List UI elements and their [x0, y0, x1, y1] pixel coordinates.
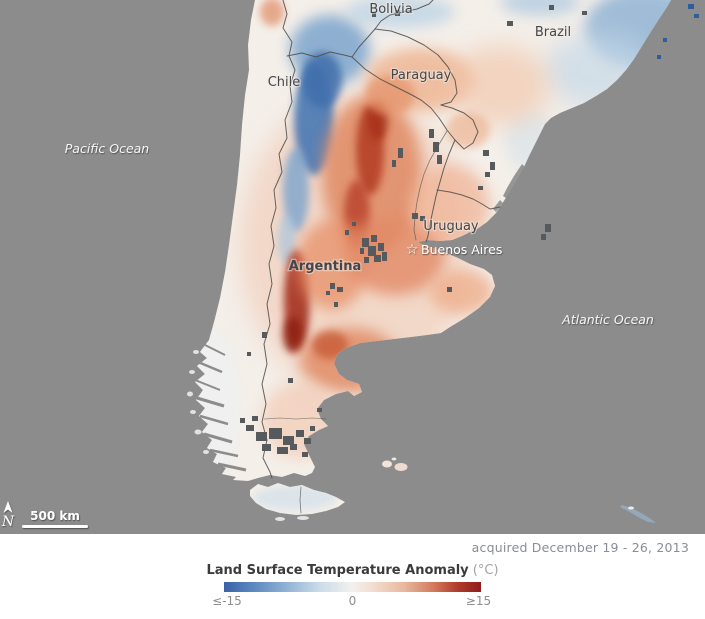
label-bolivia: Bolivia	[369, 2, 412, 17]
label-paraguay: Paraguay	[391, 68, 452, 83]
label-argentina: Argentina	[289, 259, 362, 274]
coastal-lagoon-small	[493, 200, 503, 212]
coastal-lagoon	[503, 164, 526, 198]
label-chile: Chile	[268, 75, 301, 90]
legend-title: Land Surface Temperature Anomaly (°C)	[0, 563, 705, 578]
legend-tick-max: ≥15	[465, 594, 492, 608]
coastal-cold-specks	[657, 4, 699, 59]
svg-text:N: N	[1, 514, 15, 530]
label-pacific-ocean: Pacific Ocean	[65, 141, 150, 156]
offshore-islets	[187, 350, 309, 521]
label-brazil: Brazil	[535, 25, 571, 40]
label-uruguay: Uruguay	[423, 219, 479, 234]
north-arrow-icon: N	[1, 501, 15, 530]
legend-color-gradient-bar	[224, 582, 481, 592]
legend-tick-mid: 0	[348, 594, 357, 608]
temperature-anomaly-map: Bolivia Brazil Chile Paraguay Uruguay Ar…	[0, 0, 705, 534]
no-data-patches	[240, 5, 587, 457]
label-atlantic-ocean: Atlantic Ocean	[561, 312, 654, 327]
buenos-aires-star-icon: ☆	[406, 242, 419, 258]
legend-tick-min: ≤-15	[212, 594, 242, 608]
south-georgia-island	[620, 505, 656, 523]
acquired-date-caption: acquired December 19 - 26, 2013	[471, 540, 689, 555]
legend-unit: (°C)	[472, 563, 499, 578]
fjord-inlets	[194, 344, 247, 472]
svg-text:500 km: 500 km	[30, 509, 80, 523]
falkland-islands	[382, 457, 408, 471]
label-buenos-aires: Buenos Aires	[421, 242, 502, 257]
legend-title-text: Land Surface Temperature Anomaly	[206, 563, 469, 578]
scale-bar: 500 km	[22, 509, 88, 528]
legend: Land Surface Temperature Anomaly (°C) ≤-…	[0, 563, 705, 610]
map-area: Bolivia Brazil Chile Paraguay Uruguay Ar…	[0, 0, 705, 534]
